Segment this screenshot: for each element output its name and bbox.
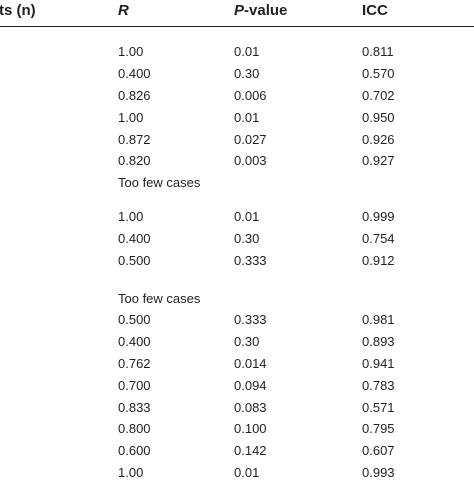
cell-r: 0.833: [118, 400, 151, 415]
table-row: 0.400 0.30 0.570: [0, 66, 474, 86]
cell-p-value: 0.142: [234, 443, 267, 458]
cell-r: 1.00: [118, 209, 144, 224]
table-row: 0.500 0.333 0.912: [0, 253, 474, 273]
header-r: R: [118, 2, 129, 19]
table-row: 1.00 0.01 0.999: [0, 209, 474, 229]
cell-icc: 0.795: [362, 421, 395, 436]
cell-p-value: 0.01: [234, 44, 260, 59]
cell-icc: 0.993: [362, 465, 395, 480]
table-row: 0.400 0.30 0.893: [0, 334, 474, 354]
cell-icc: 0.893: [362, 334, 395, 349]
cell-icc: 0.981: [362, 312, 395, 327]
table-row: 0.826 0.006 0.702: [0, 88, 474, 108]
cell-icc: 0.999: [362, 209, 395, 224]
cell-icc: 0.702: [362, 88, 395, 103]
note-text: Too few cases: [118, 175, 201, 190]
cell-p-value: 0.027: [234, 132, 267, 147]
cell-p-value: 0.003: [234, 153, 267, 168]
table-row: 0.833 0.083 0.571: [0, 400, 474, 420]
cell-r: 0.600: [118, 443, 151, 458]
table-row: 0.700 0.094 0.783: [0, 378, 474, 398]
cell-r: 1.00: [118, 44, 144, 59]
cell-p-value: 0.01: [234, 465, 260, 480]
cell-p-value: 0.100: [234, 421, 267, 436]
cell-icc: 0.950: [362, 110, 395, 125]
cell-p-value: 0.333: [234, 253, 267, 268]
cell-icc: 0.811: [362, 44, 394, 59]
cell-icc: 0.754: [362, 231, 395, 246]
table-row: 1.00 0.01 0.950: [0, 110, 474, 130]
cell-icc: 0.912: [362, 253, 395, 268]
cell-r: 0.826: [118, 88, 151, 103]
cell-r: 0.500: [118, 253, 151, 268]
cell-p-value: 0.30: [234, 66, 260, 81]
table-row: 0.872 0.027 0.926: [0, 132, 474, 152]
cell-r: 0.400: [118, 334, 151, 349]
table-note-row: Too few cases: [0, 291, 474, 311]
table-row: 0.820 0.003 0.927: [0, 153, 474, 173]
cell-p-value: 0.30: [234, 231, 260, 246]
header-p-italic: P: [234, 2, 245, 19]
table-header: ts (n) R P-value ICC: [0, 0, 474, 26]
cell-p-value: 0.01: [234, 209, 260, 224]
cell-p-value: 0.01: [234, 110, 260, 125]
cell-r: 0.400: [118, 66, 151, 81]
cell-p-value: 0.333: [234, 312, 267, 327]
table-row: 1.00 0.01 0.993: [0, 465, 474, 485]
note-text: Too few cases: [118, 291, 201, 306]
cell-icc: 0.607: [362, 443, 395, 458]
cell-p-value: 0.30: [234, 334, 260, 349]
cell-r: 0.800: [118, 421, 151, 436]
cell-r: 1.00: [118, 110, 144, 125]
cell-p-value: 0.006: [234, 88, 267, 103]
cell-r: 0.400: [118, 231, 151, 246]
cell-r: 0.762: [118, 356, 151, 371]
table-row: 0.500 0.333 0.981: [0, 312, 474, 332]
table-note-row: Too few cases: [0, 175, 474, 195]
header-rule: [0, 26, 474, 27]
cell-r: 0.700: [118, 378, 151, 393]
cell-r: 0.500: [118, 312, 151, 327]
cell-r: 1.00: [118, 465, 144, 480]
cell-r: 0.872: [118, 132, 151, 147]
table-row: 1.00 0.01 0.811: [0, 44, 474, 64]
cell-icc: 0.926: [362, 132, 395, 147]
cell-icc: 0.783: [362, 378, 395, 393]
cell-p-value: 0.094: [234, 378, 267, 393]
table-row: 0.600 0.142 0.607: [0, 443, 474, 463]
header-patients-n: ts (n): [0, 2, 36, 19]
cell-r: 0.820: [118, 153, 151, 168]
table-row: 0.800 0.100 0.795: [0, 421, 474, 441]
header-icc: ICC: [362, 2, 388, 19]
cell-icc: 0.570: [362, 66, 395, 81]
cell-icc: 0.927: [362, 153, 395, 168]
table-row: 0.762 0.014 0.941: [0, 356, 474, 376]
cell-icc: 0.571: [362, 400, 395, 415]
table-row: 0.400 0.30 0.754: [0, 231, 474, 251]
cell-p-value: 0.083: [234, 400, 267, 415]
header-p-rest: -value: [244, 2, 288, 19]
header-p-value: P-value: [234, 2, 287, 20]
cell-p-value: 0.014: [234, 356, 267, 371]
cell-icc: 0.941: [362, 356, 395, 371]
